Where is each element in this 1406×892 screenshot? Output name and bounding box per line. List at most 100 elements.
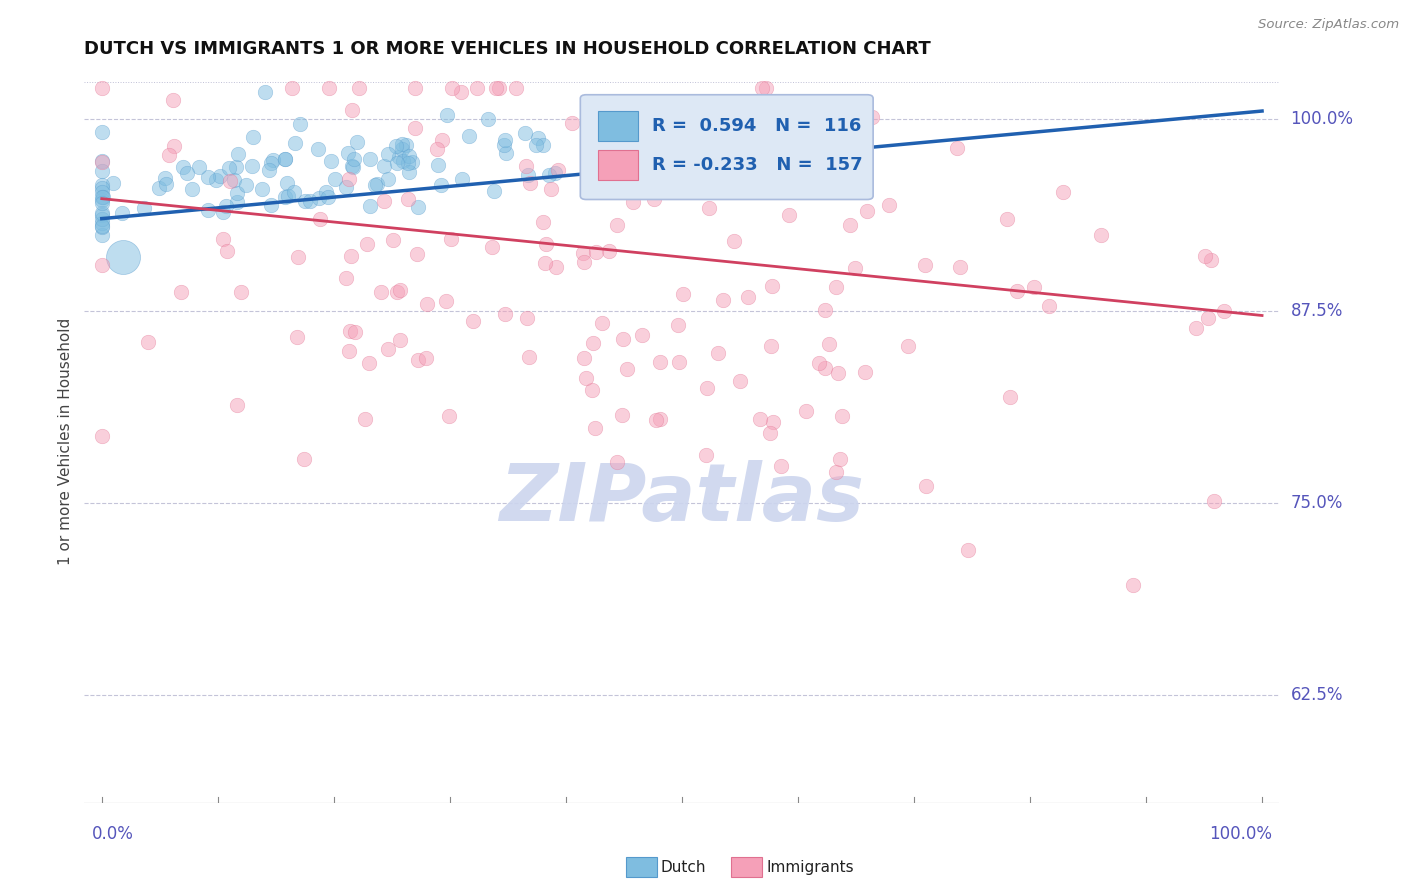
Point: [277, 189, 299, 203]
Point: [505, 81, 527, 95]
Point: [995, 211, 1018, 226]
Y-axis label: 1 or more Vehicles in Household: 1 or more Vehicles in Household: [58, 318, 73, 566]
Point: [406, 201, 429, 215]
Point: [831, 409, 853, 424]
Point: [90, 429, 112, 443]
Point: [252, 182, 274, 196]
Point: [406, 353, 429, 368]
Point: [860, 111, 883, 125]
Text: 62.5%: 62.5%: [1291, 686, 1343, 704]
Point: [229, 285, 252, 299]
Point: [897, 339, 920, 353]
Point: [90, 228, 112, 243]
Point: [394, 138, 416, 153]
Point: [856, 204, 879, 219]
Point: [945, 141, 967, 155]
Point: [176, 165, 198, 179]
Point: [652, 108, 675, 122]
Point: [737, 289, 759, 303]
Point: [707, 346, 730, 360]
Point: [482, 184, 505, 198]
Point: [1199, 252, 1222, 267]
Point: [616, 361, 638, 376]
Point: [598, 244, 620, 258]
Point: [384, 139, 406, 153]
Point: [91, 189, 114, 203]
Point: [209, 169, 232, 184]
Text: Source: ZipAtlas.com: Source: ZipAtlas.com: [1258, 18, 1399, 31]
Point: [538, 169, 561, 183]
Point: [534, 256, 557, 270]
Point: [1194, 249, 1216, 263]
Point: [342, 160, 364, 174]
Point: [574, 371, 596, 385]
Point: [621, 194, 644, 209]
Point: [377, 342, 399, 356]
Text: 75.0%: 75.0%: [1291, 494, 1343, 512]
Point: [582, 336, 605, 351]
Point: [711, 293, 734, 307]
Point: [197, 202, 219, 217]
Point: [581, 383, 603, 397]
Point: [585, 245, 607, 260]
Point: [308, 190, 330, 204]
Point: [824, 280, 846, 294]
Point: [260, 156, 283, 170]
Point: [631, 123, 654, 137]
Point: [659, 182, 682, 196]
Point: [434, 294, 457, 309]
Point: [262, 153, 284, 167]
Point: [343, 153, 366, 167]
Point: [817, 336, 839, 351]
Point: [628, 159, 651, 173]
Point: [307, 143, 329, 157]
Point: [335, 180, 357, 194]
Point: [385, 285, 408, 299]
Point: [807, 356, 830, 370]
Point: [373, 159, 395, 173]
Point: [853, 365, 876, 379]
FancyBboxPatch shape: [599, 150, 638, 180]
Point: [1185, 320, 1208, 334]
Point: [485, 81, 508, 95]
Point: [90, 181, 112, 195]
Point: [340, 103, 363, 117]
Point: [415, 297, 437, 311]
Point: [526, 131, 548, 145]
Point: [388, 283, 411, 297]
Point: [111, 250, 134, 264]
Point: [778, 208, 800, 222]
Point: [404, 121, 426, 136]
Point: [524, 138, 547, 153]
Point: [1197, 311, 1219, 326]
Point: [391, 142, 413, 156]
Point: [610, 408, 633, 422]
Point: [426, 142, 449, 156]
Point: [90, 178, 112, 192]
Point: [1022, 280, 1045, 294]
Point: [844, 261, 866, 276]
Point: [217, 244, 239, 259]
Point: [544, 260, 567, 274]
Point: [450, 172, 472, 186]
Point: [391, 136, 413, 151]
Point: [600, 153, 623, 168]
Point: [336, 146, 359, 161]
Point: [776, 115, 799, 129]
Point: [426, 158, 449, 172]
Point: [915, 478, 938, 492]
Point: [90, 216, 112, 230]
Point: [90, 208, 112, 222]
Point: [495, 146, 517, 161]
Point: [197, 169, 219, 184]
Point: [672, 286, 695, 301]
Point: [339, 249, 361, 263]
Point: [381, 233, 404, 247]
Point: [540, 182, 562, 196]
Point: [287, 250, 309, 264]
Point: [401, 155, 423, 169]
Point: [825, 465, 848, 479]
Point: [337, 171, 360, 186]
Text: 0.0%: 0.0%: [91, 825, 134, 843]
Point: [631, 140, 654, 154]
